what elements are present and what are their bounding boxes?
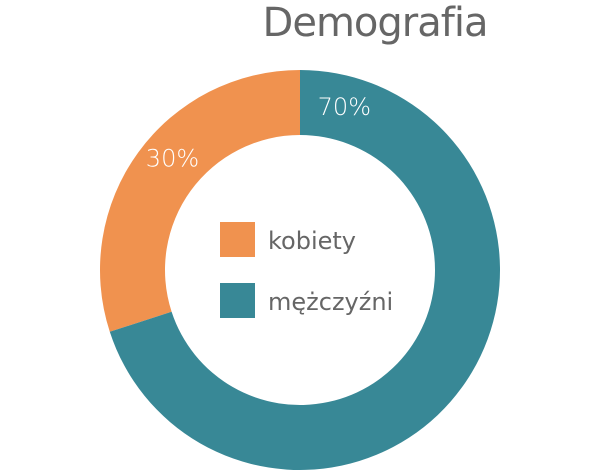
data-label: 70% (318, 93, 371, 121)
chart-title: Demografia (262, 0, 489, 46)
donut-slice-mężczyźni (109, 70, 500, 470)
legend-swatch (220, 222, 255, 257)
data-label: 30% (146, 145, 199, 173)
legend-swatch (220, 283, 255, 318)
donut-slice-kobiety (99, 70, 301, 332)
legend-label: mężczyźni (268, 288, 393, 316)
legend-label: kobiety (268, 227, 356, 255)
